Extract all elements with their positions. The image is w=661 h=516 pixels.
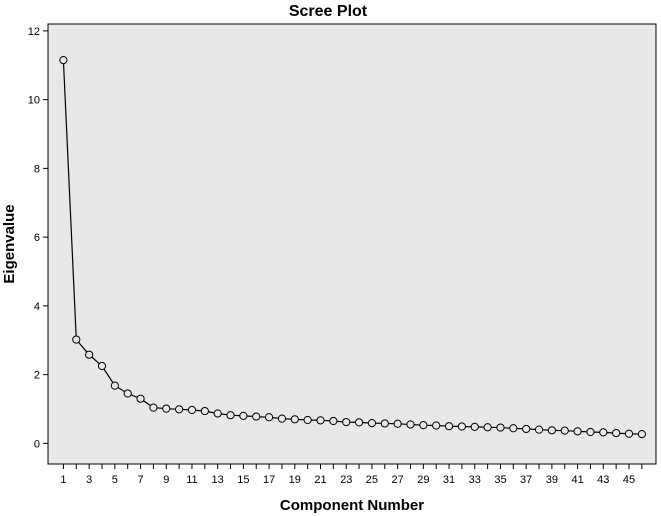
data-point (637, 429, 646, 439)
x-tick-label: 31 (443, 474, 455, 486)
y-tick-label: 2 (34, 370, 40, 382)
y-tick-label: 8 (34, 163, 40, 175)
data-point (534, 425, 544, 434)
x-tick-label: 15 (237, 474, 249, 486)
eigenvalue-series-line (62, 60, 642, 435)
data-point (573, 427, 582, 436)
data-point (175, 405, 184, 414)
data-point (354, 418, 364, 427)
data-point (522, 424, 531, 434)
x-tick-label: 21 (314, 474, 326, 486)
data-point (316, 416, 325, 425)
y-axis: 0 2 4 6 8 10 12 (28, 26, 48, 450)
data-point (239, 411, 248, 420)
x-tick-label: 33 (469, 474, 481, 486)
data-point (457, 422, 467, 431)
x-tick-label: 25 (366, 474, 378, 486)
data-point (599, 428, 608, 437)
data-point (277, 414, 287, 423)
x-tick-label: 19 (289, 474, 301, 486)
data-point (393, 419, 402, 428)
x-tick-label: 13 (212, 474, 224, 486)
data-point (59, 55, 68, 65)
data-point (444, 422, 454, 431)
data-point (432, 421, 441, 430)
data-point (72, 335, 81, 344)
x-tick-label: 27 (392, 474, 404, 486)
data-point (419, 421, 428, 430)
x-tick-label: 43 (597, 474, 609, 486)
data-point (149, 403, 158, 412)
x-axis: 1 3 5 7 9 11 13 15 17 19 21 23 25 27 29 31 33 35 37 39 41 43 4… (60, 464, 643, 486)
data-point (406, 420, 415, 429)
data-point (264, 413, 274, 422)
data-point (85, 350, 94, 359)
x-tick-label: 7 (137, 474, 143, 486)
data-point (586, 427, 595, 437)
data-point (367, 418, 377, 428)
y-tick-label: 0 (34, 438, 40, 450)
x-axis-label: Component Number (280, 497, 424, 514)
data-point (624, 429, 634, 438)
data-point (303, 415, 312, 425)
x-tick-label: 41 (571, 474, 583, 486)
data-point (612, 428, 621, 438)
x-tick-label: 35 (494, 474, 506, 486)
y-tick-label: 6 (34, 232, 40, 244)
x-tick-label: 9 (163, 474, 169, 486)
y-axis-label: Eigenvalue (1, 204, 18, 283)
data-point (470, 422, 479, 431)
chart-title: Scree Plot (289, 3, 368, 20)
x-tick-label: 45 (623, 474, 635, 486)
data-point (547, 426, 556, 435)
y-tick-label: 12 (28, 26, 40, 38)
x-tick-label: 29 (417, 474, 429, 486)
data-point (162, 404, 171, 413)
x-tick-label: 17 (263, 474, 275, 486)
data-point (342, 417, 351, 427)
data-point (226, 411, 235, 420)
data-point (509, 424, 518, 433)
x-tick-label: 11 (186, 474, 197, 486)
data-point (200, 406, 209, 416)
data-point (136, 394, 145, 403)
y-tick-label: 4 (34, 301, 40, 313)
data-point (496, 423, 505, 432)
plot-area (47, 23, 657, 465)
x-tick-label: 23 (340, 474, 352, 486)
data-point (252, 412, 261, 421)
x-tick-label: 37 (520, 474, 532, 486)
x-tick-label: 1 (60, 474, 66, 486)
x-tick-label: 39 (546, 474, 558, 486)
data-point (290, 415, 299, 424)
eigenvalue-markers (59, 55, 646, 439)
data-point (97, 361, 107, 371)
data-point (110, 381, 119, 390)
data-point (560, 426, 569, 435)
data-point (213, 409, 222, 418)
data-point (329, 416, 338, 426)
x-tick-label: 3 (86, 474, 92, 486)
data-point (380, 419, 389, 428)
y-tick-label: 10 (28, 95, 40, 107)
data-point (187, 405, 197, 415)
data-point (483, 423, 492, 432)
data-point (123, 389, 132, 398)
x-tick-label: 5 (112, 474, 118, 486)
